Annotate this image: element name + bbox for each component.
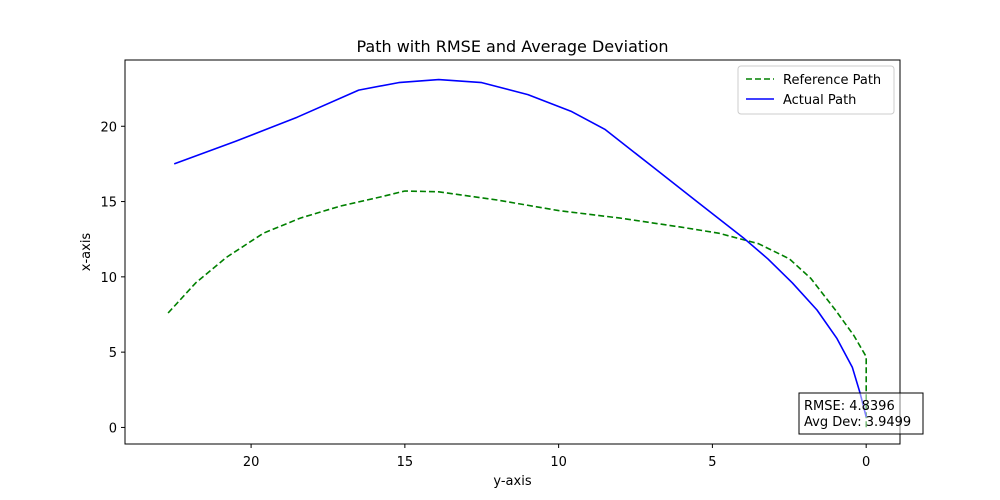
y-tick-label: 0 <box>109 421 117 436</box>
series-line-reference-path <box>167 190 868 428</box>
x-axis-label: y-axis <box>493 474 531 489</box>
x-tick-label: 10 <box>550 455 567 470</box>
x-tick-label: 15 <box>397 455 414 470</box>
legend-label-actual-path: Actual Path <box>783 93 856 108</box>
series-line-actual-path <box>173 78 867 418</box>
legend-label-reference-path: Reference Path <box>783 73 881 88</box>
x-tick-label: 5 <box>708 455 716 470</box>
legend: Reference Path Actual Path <box>737 65 895 115</box>
y-tick-label: 10 <box>100 271 117 286</box>
series-layer <box>167 78 868 428</box>
avg-dev-text: Avg Dev: 3.9499 <box>804 415 911 430</box>
axes-frame <box>124 59 901 445</box>
x-tick-label: 20 <box>243 455 260 470</box>
y-tick-label: 15 <box>100 196 117 211</box>
stats-annotation-box <box>798 392 924 435</box>
x-axis-ticks: 20 15 10 5 0 <box>243 444 870 470</box>
rmse-text: RMSE: 4.8396 <box>804 399 895 414</box>
x-tick-label: 0 <box>862 455 870 470</box>
plot-area: 20 15 10 5 0 0 5 10 15 20 <box>100 59 901 470</box>
y-tick-label: 20 <box>100 120 117 135</box>
y-tick-label: 5 <box>109 346 117 361</box>
y-axis-ticks: 0 5 10 15 20 <box>100 120 125 436</box>
stats-annotation: RMSE: 4.8396 Avg Dev: 3.9499 <box>798 392 924 435</box>
y-axis-label: x-axis <box>79 233 94 272</box>
chart-title: Path with RMSE and Average Deviation <box>356 37 668 56</box>
legend-box <box>737 65 895 115</box>
